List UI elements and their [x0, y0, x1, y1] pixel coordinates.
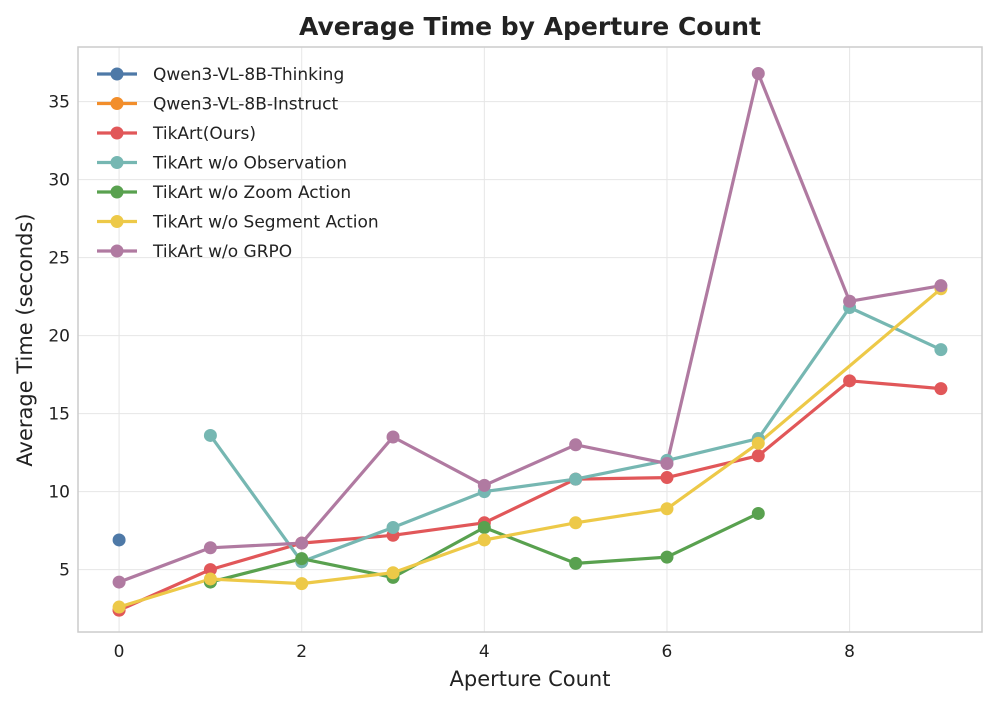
data-point-6: [477, 478, 491, 492]
y-tick-label: 20: [48, 327, 70, 347]
data-point-5: [203, 572, 217, 586]
y-tick-label: 30: [48, 171, 70, 191]
data-point-5: [112, 600, 126, 614]
legend-label-1: Qwen3-VL-8B-Instruct: [153, 95, 338, 115]
data-point-2: [203, 563, 217, 577]
y-axis-ticks: 5 10 15 20 25 30 35: [48, 93, 70, 581]
data-point-5: [386, 566, 400, 580]
data-point-4: [569, 556, 583, 570]
legend-label-0: Qwen3-VL-8B-Thinking: [153, 65, 344, 85]
data-point-6: [569, 438, 583, 452]
data-point-3: [934, 343, 948, 357]
legend-marker-1: [110, 97, 124, 110]
y-tick-label: 35: [48, 93, 70, 113]
y-axis-label: Average Time (seconds): [13, 213, 37, 466]
data-point-3: [203, 428, 217, 442]
data-point-2: [843, 374, 857, 388]
legend-marker-3: [110, 156, 124, 169]
x-axis-ticks: 0 2 4 6 8: [114, 642, 855, 662]
data-point-4: [660, 550, 674, 564]
legend-marker-5: [110, 215, 124, 228]
data-point-3: [386, 520, 400, 534]
x-tick-label: 8: [844, 642, 855, 662]
legend-marker-2: [110, 126, 124, 140]
data-point-5: [569, 516, 583, 530]
x-tick-label: 6: [662, 642, 673, 662]
data-point-6: [751, 67, 765, 81]
series-line-6: [117, 71, 943, 584]
data-point-4: [477, 520, 491, 534]
legend-marker-6: [110, 244, 124, 258]
data-point-6: [112, 575, 126, 589]
y-tick-label: 10: [48, 483, 70, 503]
series-points: [112, 67, 948, 617]
x-tick-label: 4: [479, 642, 490, 662]
legend-label-5: TikArt w/o Segment Action: [152, 213, 379, 233]
data-point-6: [843, 294, 857, 308]
data-point-5: [751, 436, 765, 450]
legend-label-6: TikArt w/o GRPO: [152, 242, 292, 262]
data-point-2: [660, 471, 674, 485]
x-tick-label: 2: [296, 642, 307, 662]
series-line-2: [117, 379, 943, 612]
data-point-3: [569, 472, 583, 486]
legend-label-3: TikArt w/o Observation: [152, 154, 347, 174]
data-point-5: [477, 533, 491, 547]
chart-title: Average Time by Aperture Count: [299, 12, 761, 41]
data-point-2: [751, 449, 765, 463]
y-tick-label: 15: [48, 405, 70, 425]
data-point-5: [660, 502, 674, 516]
y-tick-label: 25: [48, 249, 70, 269]
legend-marker-0: [110, 67, 124, 81]
data-point-6: [203, 541, 217, 555]
x-axis-label: Aperture Count: [450, 667, 611, 691]
data-point-6: [934, 279, 948, 293]
data-point-4: [751, 506, 765, 520]
data-point-6: [386, 430, 400, 444]
data-point-5: [295, 577, 309, 591]
data-point-4: [295, 552, 309, 566]
legend: Qwen3-VL-8B-Thinking Qwen3-VL-8B-Instruct…: [97, 65, 379, 262]
y-tick-label: 5: [59, 561, 70, 581]
legend-label-4: TikArt w/o Zoom Action: [152, 183, 351, 203]
plot-frame: [77, 46, 983, 633]
x-tick-label: 0: [114, 642, 125, 662]
legend-label-2: TikArt(Ours): [152, 124, 256, 144]
data-point-6: [660, 457, 674, 471]
data-point-2: [934, 382, 948, 396]
data-point-6: [295, 536, 309, 550]
legend-marker-4: [110, 185, 124, 199]
data-point-0: [112, 533, 126, 547]
